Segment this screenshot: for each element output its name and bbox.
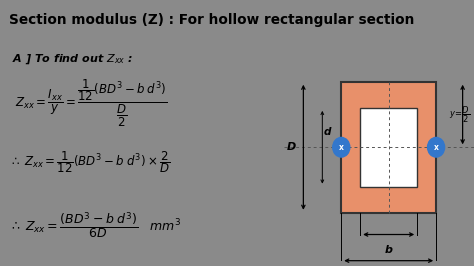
Text: x: x	[339, 143, 344, 152]
Text: x: x	[434, 143, 438, 152]
Bar	[341, 82, 436, 213]
Text: $y\!=\!\dfrac{D}{2}$: $y\!=\!\dfrac{D}{2}$	[449, 104, 470, 125]
Bar	[360, 108, 417, 186]
Text: b: b	[385, 245, 392, 255]
Circle shape	[333, 138, 350, 157]
Text: D: D	[286, 142, 296, 152]
Text: $Z_{xx} = \dfrac{I_{xx}}{y} = \dfrac{\dfrac{1}{12}(BD^3 - b\;d^3)}{\dfrac{D}{2}}: $Z_{xx} = \dfrac{I_{xx}}{y} = \dfrac{\df…	[15, 78, 168, 129]
Circle shape	[428, 138, 445, 157]
Text: d: d	[323, 127, 331, 137]
Text: A ] To find out $Z_{xx}$ :: A ] To find out $Z_{xx}$ :	[12, 52, 133, 66]
Text: $\therefore\; Z_{xx} = \dfrac{1}{12}(BD^3 - b\;d^3) \times \dfrac{2}{D}$: $\therefore\; Z_{xx} = \dfrac{1}{12}(BD^…	[9, 150, 171, 175]
Text: $\therefore\; Z_{xx} = \dfrac{(BD^3 - b\;d^3)}{6D}\quad mm^3$: $\therefore\; Z_{xx} = \dfrac{(BD^3 - b\…	[9, 210, 182, 241]
Text: Section modulus (Z) : For hollow rectangular section: Section modulus (Z) : For hollow rectang…	[9, 13, 414, 27]
